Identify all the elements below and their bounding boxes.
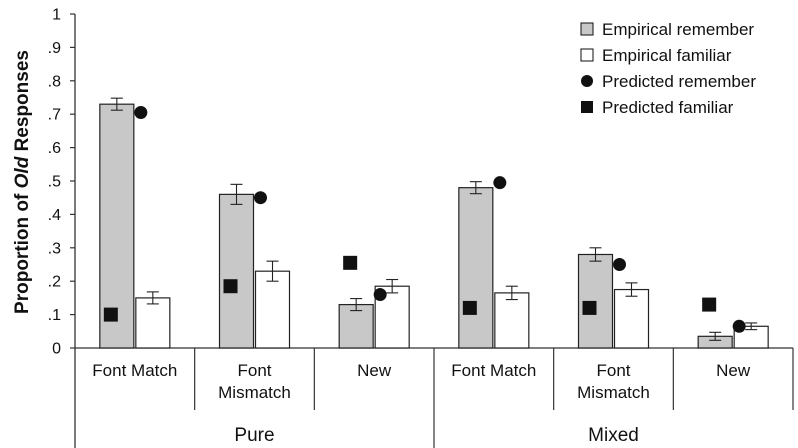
bar-series-layer bbox=[99, 97, 769, 349]
bar-empirical-remember bbox=[218, 193, 255, 349]
y-axis-label: Proportion of Old Responses bbox=[12, 50, 33, 314]
legend: Empirical remember Empirical familiar Pred… bbox=[580, 20, 756, 117]
x-category-label: Font Match bbox=[92, 361, 177, 380]
legend-swatch-empirical-familiar bbox=[580, 48, 594, 62]
x-category-label: New bbox=[716, 361, 751, 380]
x-category-label-line: New bbox=[716, 361, 751, 380]
x-category-label-line: Font bbox=[237, 361, 271, 380]
marker-predicted-remember bbox=[613, 258, 626, 271]
x-category-label: Font Mismatch bbox=[218, 361, 291, 402]
marker-predicted-familiar bbox=[223, 279, 238, 294]
y-tick-label: .1 bbox=[48, 307, 61, 324]
marker-predicted-remember bbox=[732, 319, 746, 333]
y-tick-label: .3 bbox=[48, 240, 61, 257]
y-tick-label: .6 bbox=[48, 140, 61, 157]
x-category-label: Font Mismatch bbox=[577, 361, 650, 402]
bar-empirical-familiar bbox=[135, 297, 171, 349]
y-axis-label-part-1: Proportion of bbox=[12, 188, 33, 314]
legend-swatch-empirical-remember bbox=[580, 22, 594, 36]
legend-label-predicted-familiar: Predicted familiar bbox=[602, 98, 734, 117]
x-category-label-line: Mismatch bbox=[577, 383, 650, 402]
marker-series-layer bbox=[103, 106, 746, 333]
y-tick-label: .7 bbox=[48, 107, 61, 124]
bar-empirical-remember bbox=[458, 187, 494, 349]
y-tick-label: 1 bbox=[52, 7, 61, 24]
x-category-label-line: Font Match bbox=[451, 361, 536, 380]
legend-label-empirical-remember: Empirical remember bbox=[602, 20, 754, 39]
marker-predicted-remember bbox=[373, 288, 387, 302]
legend-swatch-predicted-familiar bbox=[581, 101, 593, 113]
legend-swatch-predicted-remember bbox=[581, 75, 593, 87]
y-tick-label: .8 bbox=[48, 73, 61, 90]
axis-labels: Proportion of Old Responses bbox=[12, 50, 33, 314]
y-axis-label-part-3: Responses bbox=[12, 50, 33, 157]
marker-predicted-remember bbox=[254, 191, 267, 205]
x-group-label: Pure bbox=[234, 425, 274, 446]
y-tick-label: .4 bbox=[48, 207, 61, 224]
marker-predicted-familiar bbox=[582, 300, 597, 315]
x-category-label: New bbox=[357, 361, 392, 380]
marker-predicted-remember bbox=[493, 176, 507, 190]
x-category-label-line: Font Match bbox=[92, 361, 177, 380]
x-category-label-line: New bbox=[357, 361, 392, 380]
marker-predicted-familiar bbox=[103, 307, 118, 322]
legend-label-predicted-remember: Predicted remember bbox=[602, 72, 756, 91]
x-group-label: Mixed bbox=[588, 425, 639, 446]
bar-empirical-remember bbox=[338, 303, 374, 349]
y-tick-label: .5 bbox=[48, 174, 61, 191]
bar-empirical-familiar bbox=[613, 288, 650, 349]
x-category-label-line: Mismatch bbox=[218, 383, 291, 402]
x-category-label-line: Font bbox=[596, 361, 630, 380]
bar-empirical-familiar bbox=[254, 270, 291, 349]
bar-empirical-remember bbox=[99, 103, 135, 349]
y-tick-label: .9 bbox=[48, 40, 61, 57]
bar-empirical-familiar bbox=[494, 292, 530, 349]
x-category-label: Font Match bbox=[451, 361, 536, 380]
y-tick-label: 0 bbox=[52, 341, 61, 358]
marker-predicted-familiar bbox=[462, 300, 477, 315]
y-tick-label: .2 bbox=[48, 274, 61, 291]
y-axis-label-italic-part: Old bbox=[12, 156, 33, 188]
marker-predicted-familiar bbox=[343, 255, 358, 270]
axes: 0 .1 .2 .3 .4 .5 .6 .7 .8 .9 1 Font Match Font Mismat… bbox=[48, 7, 794, 448]
marker-predicted-familiar bbox=[702, 297, 717, 312]
marker-predicted-remember bbox=[134, 106, 148, 120]
legend-label-empirical-familiar: Empirical familiar bbox=[602, 46, 732, 65]
